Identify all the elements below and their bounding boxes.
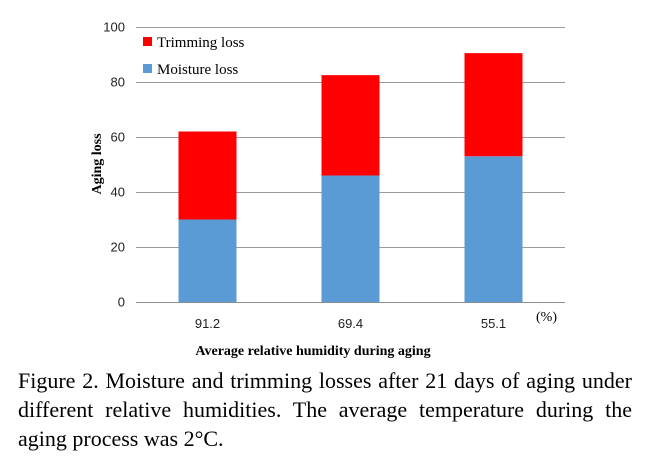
- legend: Trimming loss Moisture loss: [143, 35, 245, 78]
- x-tick-label: 55.1: [481, 316, 506, 331]
- y-axis-title: Aging loss: [90, 133, 105, 195]
- bar-moisture-loss: [464, 156, 523, 302]
- legend-label-trimming-loss: Trimming loss: [157, 35, 245, 51]
- y-tick-labels: 0 20 40 60 80 100: [103, 20, 125, 310]
- x-unit-label: (%): [536, 310, 557, 325]
- bar-moisture-loss: [321, 175, 380, 302]
- x-axis-title: Average relative humidity during aging: [195, 344, 430, 359]
- legend-swatch-trimming-loss: [143, 37, 152, 46]
- y-tick-label: 80: [111, 75, 125, 90]
- x-tick-label: 91.2: [195, 316, 220, 331]
- y-tick-label: 20: [111, 240, 125, 255]
- y-tick-label: 60: [111, 130, 125, 145]
- legend-label-moisture-loss: Moisture loss: [157, 62, 238, 78]
- y-tick-label: 100: [103, 20, 125, 35]
- figure-caption: Figure 2. Moisture and trimming losses a…: [18, 368, 632, 451]
- bar-trimming-loss: [321, 75, 380, 176]
- bar-trimming-loss: [178, 131, 237, 220]
- stacked-bar-chart: 0 20 40 60 80 100 91.2 69.4 55.1 (%) Aging loss…: [90, 20, 565, 359]
- y-tick-label: 0: [118, 295, 125, 310]
- legend-swatch-moisture-loss: [143, 64, 152, 73]
- x-tick-label: 69.4: [338, 316, 363, 331]
- bars: [178, 53, 523, 302]
- bar-trimming-loss: [464, 53, 523, 157]
- x-tick-labels: 91.2 69.4 55.1: [195, 316, 506, 331]
- bar-moisture-loss: [178, 219, 237, 302]
- y-tick-label: 40: [111, 185, 125, 200]
